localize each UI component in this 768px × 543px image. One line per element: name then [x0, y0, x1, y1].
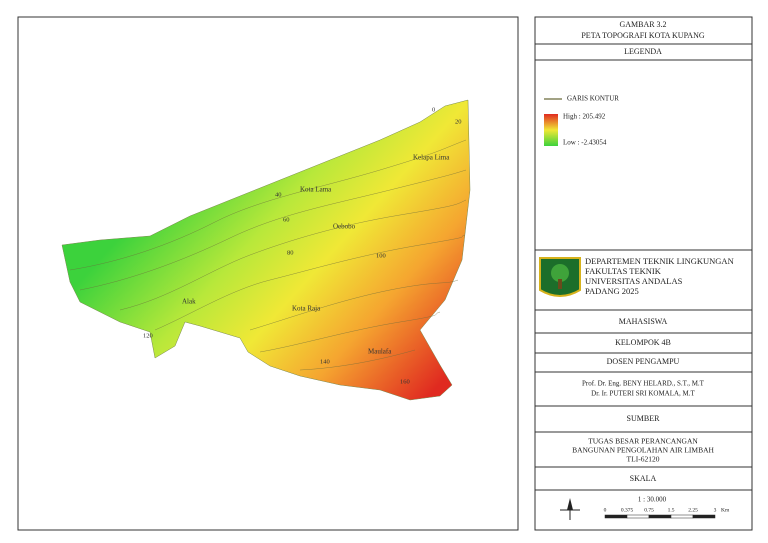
source-line: TUGAS BESAR PERANCANGAN	[588, 437, 698, 446]
scale-label: 0.375	[621, 507, 634, 513]
contour-label: 20	[455, 118, 462, 125]
group-name: KELOMPOK 4B	[615, 338, 671, 347]
place-label: Kota Raja	[292, 305, 321, 313]
scale-label: 2.25	[688, 507, 698, 513]
legend-label: Low : -2.43054	[563, 139, 607, 147]
north-arrow	[560, 498, 580, 520]
section-heading: SUMBER	[627, 414, 661, 423]
city-area	[61, 99, 471, 401]
elevation-ramp	[544, 114, 558, 146]
source-line: BANGUNAN PENGOLAHAN AIR LIMBAH	[572, 446, 714, 455]
institution-line: FAKULTAS TEKNIK	[585, 266, 662, 276]
logo	[539, 257, 581, 297]
contour-label: 0	[432, 106, 435, 113]
institution-line: DEPARTEMEN TEKNIK LINGKUNGAN	[585, 256, 734, 266]
contour-label: 80	[287, 249, 294, 256]
lecturer-name: Prof. Dr. Eng. BENY HELARD., S.T., M.T	[582, 380, 705, 388]
scale-bar: 0 0.375 0.75 1.5 2.25 3 Km	[604, 507, 730, 519]
contour-lines	[69, 139, 467, 371]
scale-segment	[692, 514, 716, 519]
map-title: PETA TOPOGRAFI KOTA KUPANG	[581, 31, 704, 40]
place-label: Alak	[182, 298, 196, 306]
legend-label: GARIS KONTUR	[567, 95, 619, 103]
scale-label: 0.75	[644, 507, 654, 513]
place-label: Maulafa	[368, 348, 392, 356]
institution-line: PADANG 2025	[585, 286, 639, 296]
scale-segment	[604, 514, 628, 519]
contour-label: 60	[283, 216, 290, 223]
info-panel	[534, 16, 753, 531]
section-heading: MAHASISWA	[619, 317, 668, 326]
scale-segment	[648, 514, 672, 519]
source-line: TLI-62120	[627, 455, 660, 464]
scale-segment	[670, 514, 694, 519]
contour-label: 160	[400, 378, 410, 385]
scale-segment	[626, 514, 650, 519]
contour-label: 140	[320, 358, 330, 365]
scale-label: 0	[604, 507, 607, 513]
legend-heading: LEGENDA	[624, 47, 662, 56]
lecturer-name: Dr. Ir. PUTERI SRI KOMALA, M.T	[591, 390, 695, 398]
panel-separators	[535, 43, 752, 491]
map-frame	[17, 16, 519, 531]
legend-label: High : 205.492	[563, 113, 606, 121]
contour-label: 40	[275, 191, 282, 198]
place-label: Kota Lama	[300, 186, 332, 194]
contour-label: 100	[376, 252, 386, 259]
institution-line: UNIVERSITAS ANDALAS	[585, 276, 683, 286]
scale-ratio: 1 : 30.000	[638, 496, 667, 504]
map-labels: Kelapa Lima Kota Lama Oebobo Alak Kota R…	[143, 106, 462, 385]
scale-label: 3	[714, 507, 717, 513]
figure-number: GAMBAR 3.2	[619, 20, 666, 29]
place-label: Oebobo	[333, 223, 356, 231]
section-heading: SKALA	[630, 474, 657, 483]
contour-label: 120	[143, 332, 153, 339]
section-heading: DOSEN PENGAMPU	[607, 357, 680, 366]
scale-unit: Km	[721, 507, 730, 513]
place-label: Kelapa Lima	[413, 154, 450, 162]
scale-label: 1.5	[668, 507, 675, 513]
